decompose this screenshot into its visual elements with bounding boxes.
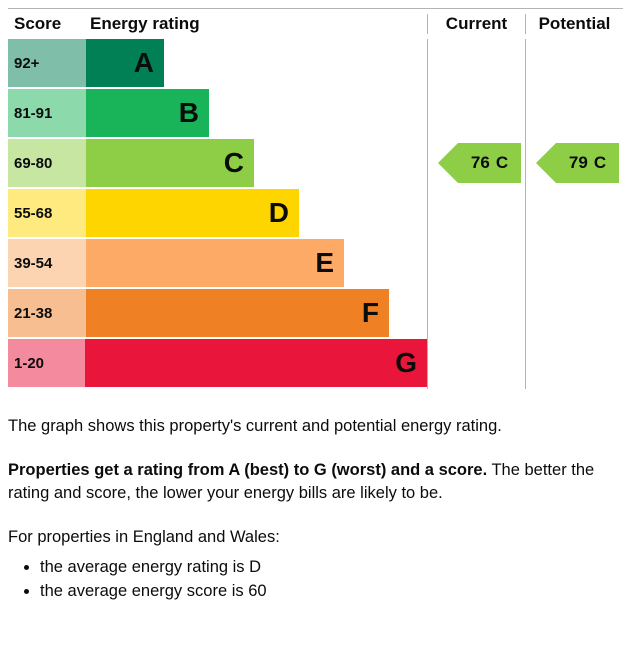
header-row: Score Energy rating Current Potential	[8, 9, 623, 39]
header-rating: Energy rating	[86, 14, 427, 34]
header-current: Current	[427, 14, 525, 34]
arrow-tip-icon	[536, 143, 556, 183]
band-bar: D	[86, 189, 299, 237]
side-columns: 76 C 79 C	[427, 39, 623, 389]
band-c: 69-80C	[8, 139, 427, 187]
band-bar: C	[86, 139, 254, 187]
arrow-body: 79 C	[556, 143, 619, 183]
band-score: 55-68	[8, 189, 86, 237]
current-arrow: 76 C	[438, 143, 521, 183]
arrow-band: C	[496, 153, 508, 173]
desc-bullets: the average energy rating is Dthe averag…	[8, 556, 623, 603]
description: The graph shows this property's current …	[8, 415, 623, 603]
band-score: 21-38	[8, 289, 86, 337]
bullet-item: the average energy rating is D	[40, 556, 623, 578]
band-score: 81-91	[8, 89, 86, 137]
potential-arrow: 79 C	[536, 143, 619, 183]
header-potential: Potential	[525, 14, 623, 34]
band-bar: F	[86, 289, 389, 337]
arrow-value: 76	[471, 153, 490, 173]
band-e: 39-54E	[8, 239, 427, 287]
bands-column: 92+A81-91B69-80C55-68D39-54E21-38F1-20G	[8, 39, 427, 389]
band-b: 81-91B	[8, 89, 427, 137]
current-column: 76 C	[427, 39, 525, 389]
band-bar: B	[86, 89, 209, 137]
band-d: 55-68D	[8, 189, 427, 237]
epc-chart: Score Energy rating Current Potential 92…	[8, 8, 623, 389]
band-g: 1-20G	[8, 339, 427, 387]
header-score: Score	[8, 14, 86, 34]
desc-line-3: For properties in England and Wales:	[8, 526, 623, 548]
band-a: 92+A	[8, 39, 427, 87]
band-score: 92+	[8, 39, 86, 87]
band-bar: G	[85, 339, 427, 387]
desc-line-1: The graph shows this property's current …	[8, 415, 623, 437]
desc-bold: Properties get a rating from A (best) to…	[8, 461, 487, 479]
arrow-body: 76 C	[458, 143, 521, 183]
band-bar: A	[86, 39, 164, 87]
arrow-value: 79	[569, 153, 588, 173]
band-score: 39-54	[8, 239, 86, 287]
band-score: 1-20	[8, 339, 85, 387]
arrow-tip-icon	[438, 143, 458, 183]
desc-line-2: Properties get a rating from A (best) to…	[8, 459, 623, 504]
bullet-item: the average energy score is 60	[40, 580, 623, 602]
band-area: 92+A81-91B69-80C55-68D39-54E21-38F1-20G …	[8, 39, 623, 389]
band-score: 69-80	[8, 139, 86, 187]
band-bar: E	[86, 239, 344, 287]
arrow-band: C	[594, 153, 606, 173]
band-f: 21-38F	[8, 289, 427, 337]
potential-column: 79 C	[525, 39, 623, 389]
